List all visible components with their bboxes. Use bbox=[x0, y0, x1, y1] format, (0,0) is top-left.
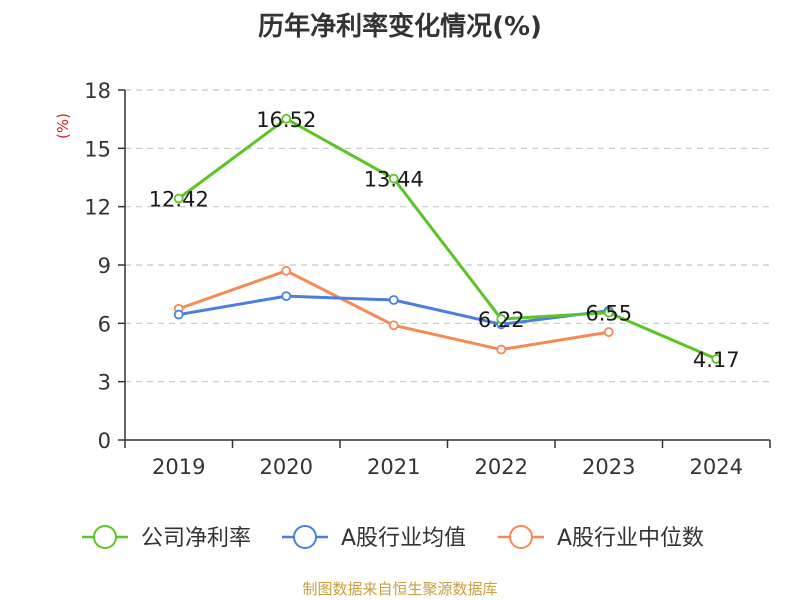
y-tick-label-15: 15 bbox=[84, 137, 111, 161]
series-line-2 bbox=[178, 269, 609, 352]
legend-label-2: A股行业中位数 bbox=[557, 526, 704, 551]
legend-label-0: 公司净利率 bbox=[141, 526, 251, 551]
legend: 公司净利率 A股行业均值 A股行业中位数 bbox=[82, 525, 704, 551]
grid-lines bbox=[125, 89, 770, 383]
series-0-point-2019 bbox=[173, 193, 184, 204]
legend-item-1: A股行业均值 bbox=[282, 525, 466, 551]
data-label-2020: 16.52 bbox=[256, 108, 316, 132]
y-tick-label-18: 18 bbox=[84, 79, 111, 103]
y-axis-label: (%) bbox=[54, 113, 72, 139]
series-0-point-2024 bbox=[711, 354, 722, 364]
axes: 0 3 6 9 12 15 18 (%) 2019 2020 2021 2022 2023 2024 bbox=[54, 79, 771, 479]
series-1-point-2020 bbox=[281, 291, 292, 302]
x-tick-label-2024: 2024 bbox=[690, 455, 743, 479]
source-note: 制图数据来自恒生聚源数据库 bbox=[302, 580, 498, 598]
series-2-point-2020 bbox=[281, 265, 292, 276]
y-tick-label-6: 6 bbox=[98, 312, 111, 336]
x-tick-label-2023: 2023 bbox=[582, 455, 635, 479]
y-tick-label-0: 0 bbox=[98, 429, 111, 453]
data-label-2023: 6.55 bbox=[585, 302, 632, 326]
legend-marker-2 bbox=[509, 525, 533, 549]
series-1-point-2019 bbox=[173, 309, 184, 320]
data-label-2024: 4.17 bbox=[693, 348, 740, 372]
legend-marker-1 bbox=[293, 525, 317, 549]
series-2-point-2023 bbox=[603, 327, 614, 337]
series-lines bbox=[173, 113, 722, 364]
y-tick-label-3: 3 bbox=[98, 371, 111, 395]
y-tick-label-9: 9 bbox=[98, 254, 111, 278]
x-tick-label-2022: 2022 bbox=[475, 455, 528, 479]
series-0-point-2020 bbox=[281, 113, 292, 124]
legend-item-0: 公司净利率 bbox=[82, 525, 251, 551]
series-line-0 bbox=[177, 117, 717, 361]
chart-title: 历年净利率变化情况(%) bbox=[258, 12, 542, 42]
series-1-point-2021 bbox=[388, 295, 399, 305]
x-tick-label-2020: 2020 bbox=[260, 455, 313, 479]
x-tick-label-2019: 2019 bbox=[152, 455, 205, 479]
series-2-point-2022 bbox=[496, 344, 507, 355]
y-tick-label-12: 12 bbox=[84, 196, 111, 220]
data-label-2019: 12.42 bbox=[149, 188, 209, 212]
legend-marker-0 bbox=[93, 525, 117, 549]
x-tick-label-2021: 2021 bbox=[367, 455, 420, 479]
legend-item-2: A股行业中位数 bbox=[498, 525, 704, 551]
series-2-point-2021 bbox=[388, 320, 399, 331]
series-0-point-2022 bbox=[496, 314, 507, 324]
data-label-2021: 13.44 bbox=[364, 168, 424, 192]
data-label-2022: 6.22 bbox=[478, 308, 525, 332]
legend-label-1: A股行业均值 bbox=[341, 526, 466, 551]
data-labels: 12.42 16.52 13.44 6.22 6.55 4.17 bbox=[149, 108, 740, 372]
series-0-point-2021 bbox=[388, 173, 399, 184]
series-0-point-2023 bbox=[603, 307, 614, 318]
